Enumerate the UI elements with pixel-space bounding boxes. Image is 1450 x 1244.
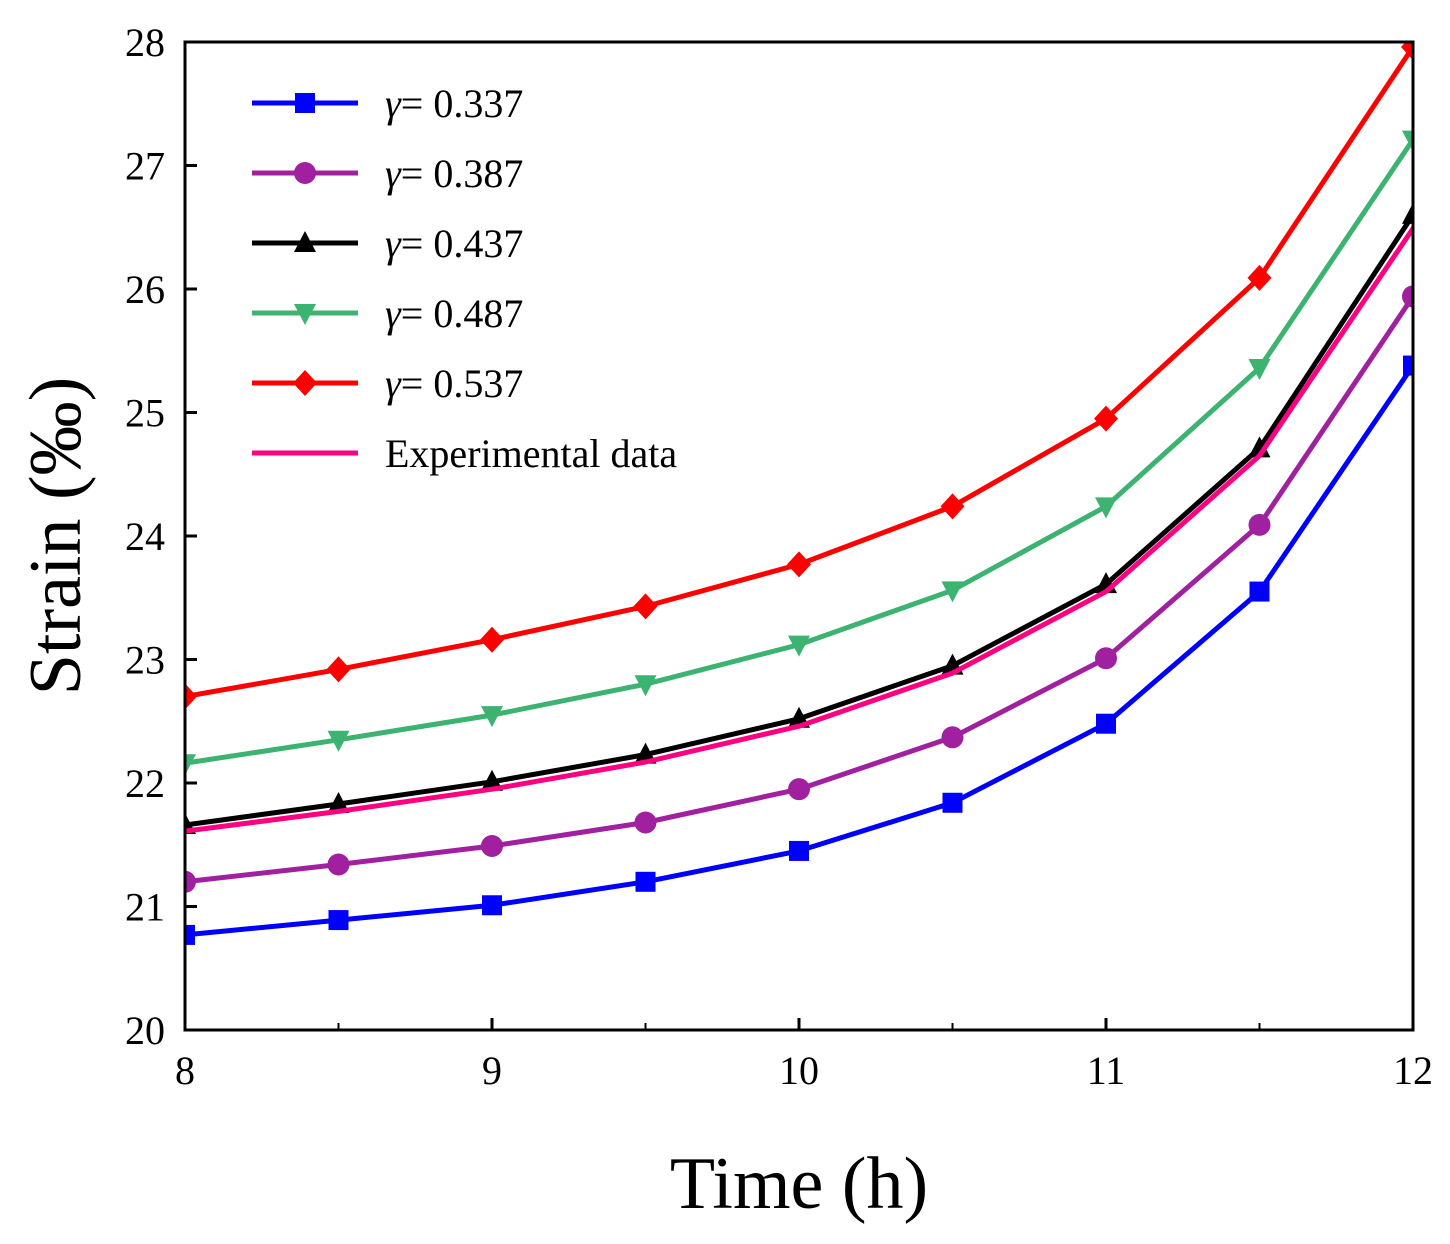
y-tick-label-6: 26 — [125, 267, 165, 312]
series-3 — [185, 130, 1413, 776]
series-line-3 — [185, 137, 1413, 766]
data-point-1-7 — [1248, 513, 1271, 536]
legend-gamma-value: = 0.437 — [401, 221, 524, 266]
data-point-4-0 — [185, 683, 197, 710]
data-point-1-6 — [1095, 647, 1117, 670]
y-axis-title: Strain (‰) — [15, 377, 97, 696]
legend-marker-3 — [294, 304, 316, 325]
legend-item-2: γ= 0.437 — [252, 221, 523, 266]
legend-label-0: γ= 0.337 — [385, 81, 523, 126]
x-tick-label-2: 10 — [779, 1048, 819, 1093]
legend-marker-1 — [294, 162, 316, 184]
y-tick-label-8: 28 — [125, 20, 165, 65]
legend-gamma-symbol: γ — [385, 221, 402, 266]
data-point-3-6 — [1095, 497, 1117, 519]
y-tick-label-5: 25 — [125, 391, 165, 436]
series-0 — [185, 355, 1413, 945]
y-tick-label-0: 20 — [125, 1008, 165, 1053]
data-point-0-4 — [789, 840, 809, 861]
legend-label-3: γ= 0.487 — [385, 291, 523, 336]
data-point-2-8 — [1402, 202, 1413, 224]
legend-label-2: γ= 0.437 — [385, 221, 523, 266]
legend-item-1: γ= 0.387 — [252, 151, 523, 196]
y-tick-label-1: 21 — [125, 885, 165, 930]
plot-frame — [183, 40, 1415, 1032]
legend-gamma-symbol: γ — [385, 151, 402, 196]
data-point-1-2 — [481, 834, 503, 857]
data-point-4-1 — [326, 656, 351, 683]
data-point-1-3 — [634, 811, 657, 834]
legend-item-5: Experimental data — [252, 431, 677, 476]
x-axis-title: Time (h) — [670, 1143, 928, 1225]
x-tick-label-4: 12 — [1393, 1048, 1433, 1093]
data-point-1-0 — [185, 870, 196, 893]
y-tick-label-3: 23 — [125, 638, 165, 683]
series-4 — [185, 42, 1413, 710]
y-tick-label-2: 22 — [125, 761, 165, 806]
x-tick-label-3: 11 — [1087, 1048, 1126, 1093]
data-point-1-1 — [327, 853, 350, 876]
data-point-0-0 — [185, 924, 195, 945]
y-tick-label-4: 24 — [125, 514, 165, 559]
data-point-2-1 — [327, 791, 350, 813]
data-point-0-3 — [635, 871, 656, 892]
legend-gamma-symbol: γ — [385, 291, 402, 336]
data-point-0-7 — [1249, 581, 1270, 602]
data-point-3-4 — [788, 635, 810, 657]
data-point-2-7 — [1248, 436, 1271, 458]
legend-marker-0 — [295, 93, 315, 113]
data-point-4-4 — [787, 551, 811, 578]
series-5 — [185, 226, 1413, 834]
data-point-1-8 — [1402, 285, 1413, 308]
data-point-4-6 — [1094, 405, 1118, 432]
data-point-3-3 — [634, 675, 657, 697]
legend-gamma-value: = 0.537 — [401, 361, 524, 406]
data-point-0-2 — [482, 895, 502, 916]
data-point-3-7 — [1248, 359, 1271, 381]
legend-gamma-value: = 0.387 — [401, 151, 524, 196]
data-point-0-5 — [942, 792, 963, 813]
legend-gamma-value: = 0.337 — [401, 81, 524, 126]
series-1 — [185, 285, 1413, 893]
data-point-3-1 — [327, 730, 350, 752]
data-point-0-6 — [1096, 713, 1116, 734]
legend-marker-2 — [294, 231, 316, 252]
data-point-4-3 — [633, 593, 658, 620]
legend-label-1: γ= 0.387 — [385, 151, 523, 196]
x-tick-label-0: 8 — [175, 1048, 195, 1093]
series-line-4 — [185, 44, 1413, 700]
data-point-3-8 — [1402, 130, 1413, 152]
legend-label-4: γ= 0.537 — [385, 361, 523, 406]
legend-label-5: Experimental data — [385, 431, 677, 476]
legend-marker-4 — [293, 370, 317, 396]
data-point-4-7 — [1247, 264, 1272, 291]
data-point-3-2 — [481, 706, 503, 728]
y-tick-label-7: 27 — [125, 144, 165, 189]
series-layer — [185, 42, 1413, 945]
data-point-4-5 — [940, 493, 965, 520]
legend-gamma-value: = 0.487 — [401, 291, 524, 336]
legend-gamma-symbol: γ — [385, 81, 402, 126]
data-point-1-5 — [941, 726, 964, 749]
data-point-2-2 — [481, 769, 503, 791]
legend-item-0: γ= 0.337 — [252, 81, 523, 126]
data-point-0-8 — [1403, 355, 1413, 376]
axis-ticks: 8 9 10 11 12 20 21 22 23 24 25 26 27 28 — [125, 20, 1433, 1093]
data-point-1-4 — [788, 778, 810, 801]
legend-item-4: γ= 0.537 — [252, 361, 523, 406]
data-point-4-8 — [1401, 42, 1413, 60]
x-tick-label-1: 9 — [482, 1048, 502, 1093]
data-point-0-1 — [328, 910, 349, 931]
series-line-5 — [185, 226, 1413, 834]
data-point-3-5 — [941, 581, 964, 603]
data-point-3-0 — [185, 754, 196, 776]
legend-item-3: γ= 0.487 — [252, 291, 523, 336]
data-point-4-2 — [480, 626, 504, 653]
legend-gamma-symbol: γ — [385, 361, 402, 406]
